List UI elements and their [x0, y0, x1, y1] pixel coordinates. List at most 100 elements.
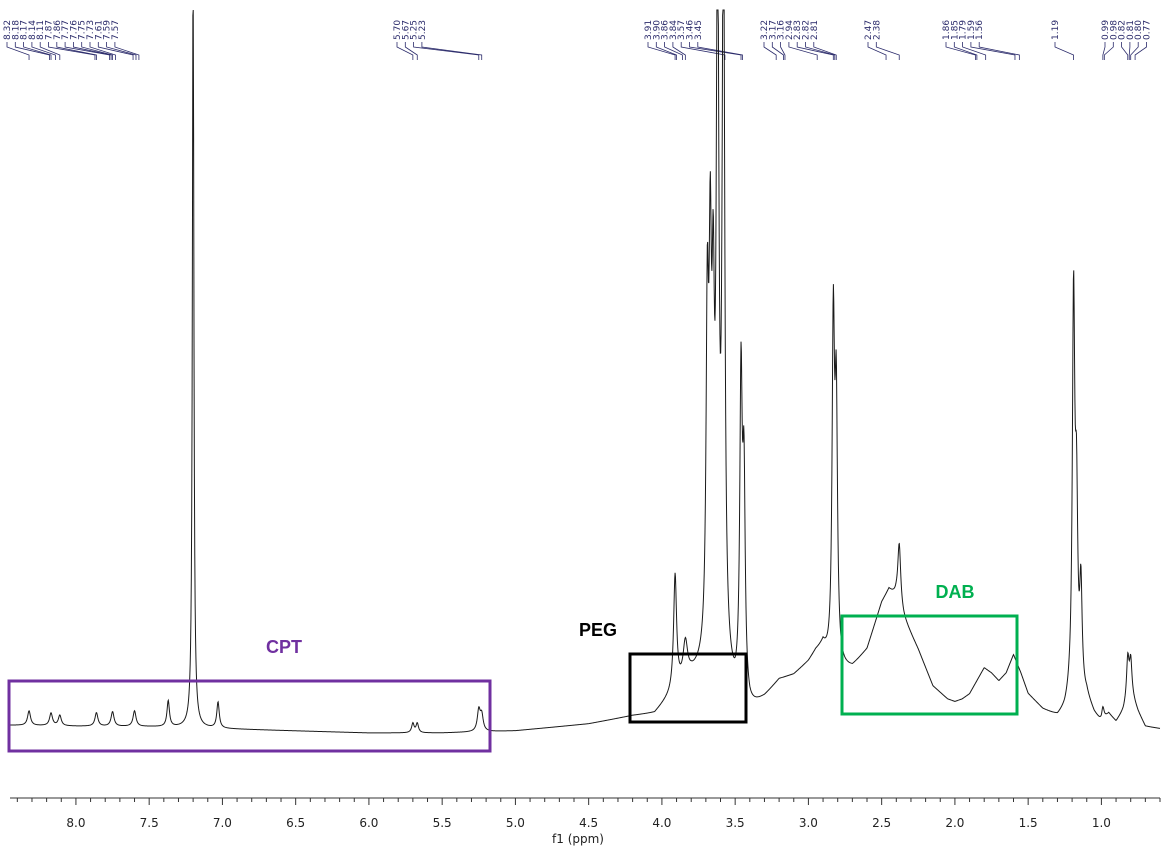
- peak-connector: [39, 42, 61, 60]
- peak-label: 1.79: [959, 20, 969, 40]
- peak-connector: [56, 42, 97, 60]
- peak-connector: [89, 42, 116, 60]
- x-tick-label: 6.5: [286, 816, 305, 830]
- peak-connector: [655, 42, 677, 60]
- peak-connector: [114, 42, 140, 60]
- peak-label: 0.77: [1143, 20, 1153, 40]
- peak-label: 3.17: [768, 20, 778, 40]
- peak-label: 0.81: [1126, 20, 1136, 40]
- peak-connector: [1128, 42, 1131, 60]
- peak-label: 0.80: [1134, 20, 1144, 40]
- peak-label: 7.86: [53, 20, 63, 40]
- peak-connector: [796, 42, 834, 60]
- peak-connector: [404, 42, 418, 60]
- peak-connector: [875, 42, 900, 60]
- peak-connector: [97, 42, 134, 60]
- peak-connector: [396, 42, 414, 60]
- x-tick-label: 2.5: [872, 816, 891, 830]
- peak-label: 7.61: [94, 20, 104, 40]
- peak-connector: [64, 42, 111, 60]
- peak-connector: [81, 42, 113, 60]
- peak-connector: [771, 42, 784, 60]
- peak-connector: [780, 42, 786, 60]
- peak-label: 3.16: [777, 20, 787, 40]
- peak-connector: [813, 42, 837, 60]
- region-label-peg: PEG: [579, 620, 617, 640]
- peak-connector: [421, 42, 483, 60]
- x-tick-label: 3.0: [799, 816, 818, 830]
- region-box-dab: [840, 614, 1019, 716]
- peak-label: 3.45: [694, 20, 704, 40]
- peak-label: 3.22: [760, 20, 770, 40]
- peak-connector: [14, 42, 50, 60]
- peak-label: 7.77: [61, 20, 71, 40]
- peak-connector: [970, 42, 1016, 60]
- peak-label: 1.86: [942, 20, 952, 40]
- peak-connector: [1121, 42, 1129, 60]
- peak-connector: [689, 42, 742, 60]
- peak-label: 8.32: [3, 20, 13, 40]
- peak-connector: [962, 42, 987, 60]
- peak-label: 8.11: [36, 20, 46, 40]
- peak-connector: [73, 42, 112, 60]
- peak-label: 2.38: [872, 20, 882, 40]
- peak-label: 3.57: [677, 20, 687, 40]
- peak-label: 5.25: [410, 20, 420, 40]
- peak-label: 2.83: [793, 20, 803, 40]
- x-tick-label: 6.0: [359, 816, 378, 830]
- peak-label: 0.98: [1109, 20, 1119, 40]
- region-box-peg: [628, 652, 748, 724]
- peak-label: 7.73: [86, 20, 96, 40]
- peak-connector: [1054, 42, 1074, 60]
- peak-connector: [945, 42, 976, 60]
- peak-label: 7.87: [45, 20, 55, 40]
- peak-label: 5.70: [393, 20, 403, 40]
- peak-connector: [672, 42, 686, 60]
- peak-label: 7.76: [69, 20, 79, 40]
- peak-label: 7.75: [78, 20, 88, 40]
- peak-label: 8.18: [11, 20, 21, 40]
- peak-connector: [805, 42, 836, 60]
- peak-connector: [763, 42, 777, 60]
- peak-label: 3.46: [686, 20, 696, 40]
- peak-label: 3.86: [661, 20, 671, 40]
- peak-connector: [867, 42, 887, 60]
- peak-connector: [48, 42, 96, 60]
- region-label-cpt: CPT: [266, 637, 302, 657]
- spectrum-trace: [10, 9, 1161, 734]
- peak-label: 2.81: [810, 20, 820, 40]
- peak-label: 1.56: [975, 20, 985, 40]
- peak-label: 2.82: [802, 20, 812, 40]
- x-tick-label: 1.0: [1092, 816, 1111, 830]
- x-tick-label: 1.5: [1019, 816, 1038, 830]
- peak-label: 7.59: [103, 20, 113, 40]
- peak-label: 0.82: [1118, 20, 1128, 40]
- peak-connector: [697, 42, 743, 60]
- x-tick-label: 8.0: [66, 816, 85, 830]
- peak-connector: [664, 42, 683, 60]
- peak-connector: [788, 42, 818, 60]
- peak-connector: [413, 42, 480, 60]
- peak-connector: [31, 42, 56, 60]
- x-tick-label: 4.5: [579, 816, 598, 830]
- x-tick-label: 5.5: [433, 816, 452, 830]
- peak-label: 5.67: [401, 20, 411, 40]
- x-tick-label: 4.0: [652, 816, 671, 830]
- peak-connector: [978, 42, 1020, 60]
- peak-label-group: 8.328.188.178.148.117.877.867.777.767.75…: [3, 20, 1153, 60]
- peak-label: 2.47: [864, 20, 874, 40]
- peak-label: 5.23: [418, 20, 428, 40]
- peak-label: 8.14: [28, 20, 38, 40]
- x-tick-label: 7.0: [213, 816, 232, 830]
- x-axis-label: f1 (ppm): [552, 832, 604, 846]
- peak-label: 7.57: [111, 20, 121, 40]
- peak-label: 2.94: [785, 20, 795, 40]
- peak-label: 1.85: [950, 20, 960, 40]
- x-axis: 8.0 7.5 7.0 6.5 6.0 5.5 5.0 4.5 4.0 3.5 3.0 2.5 2.0 1…: [10, 797, 1161, 830]
- peak-label: 1.19: [1051, 20, 1061, 40]
- region-label-dab: DAB: [936, 582, 975, 602]
- peak-connector: [1130, 42, 1139, 60]
- peak-connector: [106, 42, 137, 60]
- peak-label: 1.59: [967, 20, 977, 40]
